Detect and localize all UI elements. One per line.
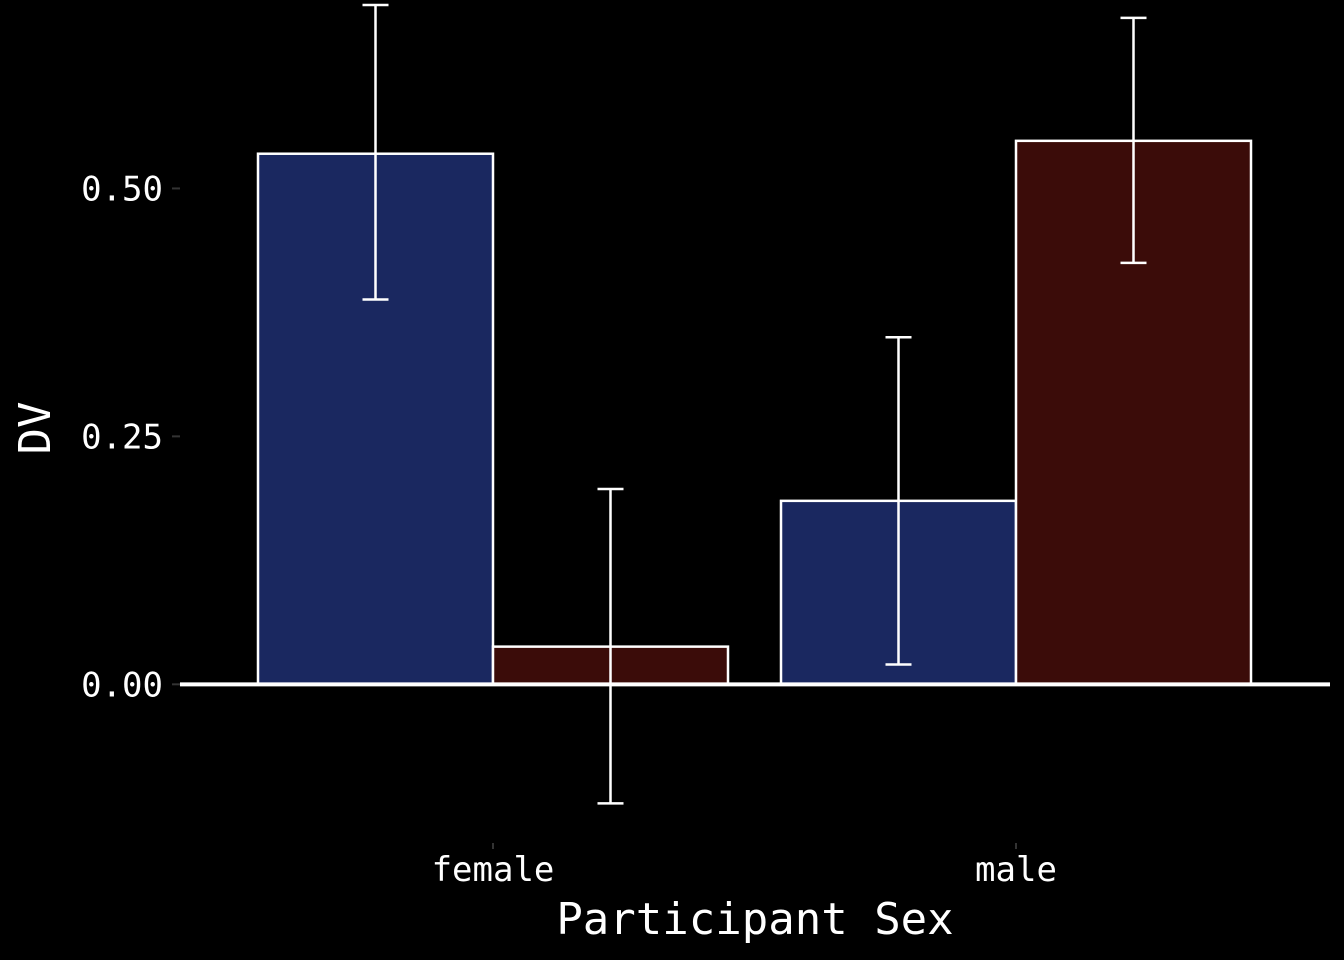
error-bars bbox=[362, 3, 1147, 805]
y-axis-title: DV bbox=[10, 402, 61, 455]
x-tick-label-male: male bbox=[975, 850, 1057, 890]
y-tick-label: 0.50 bbox=[81, 169, 163, 209]
error-bar-female-series-2 bbox=[597, 487, 624, 805]
y-axis-ticks: 0.00 0.25 0.50 bbox=[81, 169, 180, 705]
bars bbox=[256, 139, 1253, 686]
x-axis-ticks: female male bbox=[432, 843, 1057, 890]
error-bar-female-series-1 bbox=[362, 3, 389, 301]
error-bar-male-series-1 bbox=[885, 335, 912, 666]
y-tick-label: 0.25 bbox=[81, 417, 163, 457]
error-bar-male-series-2 bbox=[1120, 16, 1147, 265]
x-axis-title: Participant Sex bbox=[556, 894, 953, 945]
y-tick-label: 0.00 bbox=[81, 665, 163, 705]
x-tick-label-female: female bbox=[432, 850, 555, 890]
